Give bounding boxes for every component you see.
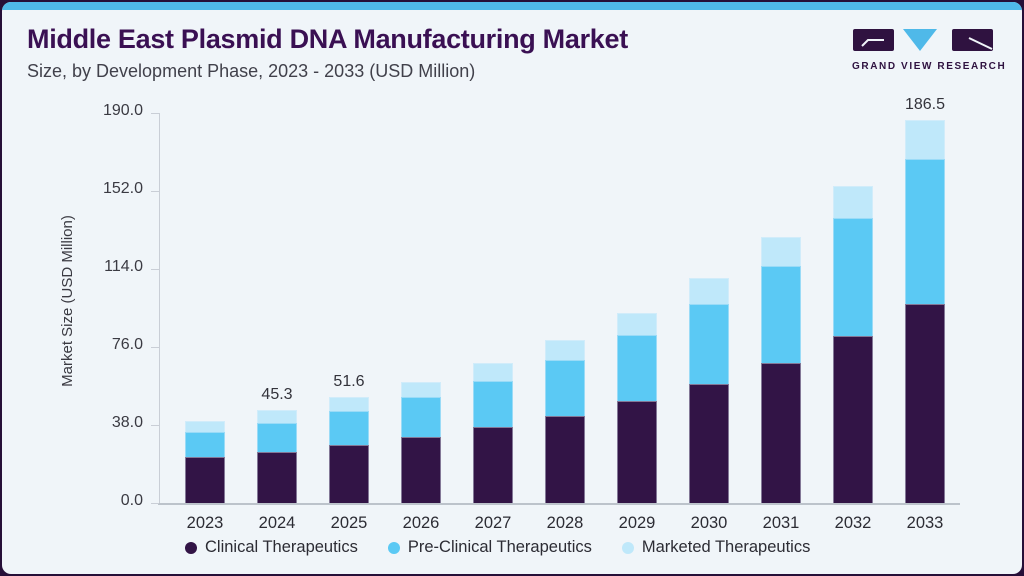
bar-2030: [689, 278, 729, 503]
bar-segment-marketed-therapeutics-2026: [401, 381, 441, 398]
y-axis-title: Market Size (USD Million): [59, 215, 76, 387]
gvr-logo: GRAND VIEW RESEARCH: [852, 29, 1007, 72]
bar-segment-clinical-therapeutics-2026: [401, 437, 441, 503]
bar-segment-marketed-therapeutics-2025: [329, 397, 369, 411]
bar-segment-marketed-therapeutics-2024: [257, 410, 297, 423]
bar-segment-pre-clinical-therapeutics-2027: [473, 380, 513, 428]
x-tick-label-2027: 2027: [474, 514, 512, 532]
plot-area: 0.0 38.0 76.0 114.0 152.0 190.0 2023 45.3 2024 51…: [103, 96, 960, 532]
bar-value-label-2024: 45.3: [261, 386, 293, 404]
legend-item-marketed-therapeutics: Marketed Therapeutics: [621, 538, 811, 557]
top-accent-bar: [2, 2, 1022, 10]
bar-segment-clinical-therapeutics-2027: [473, 427, 513, 503]
bar-segment-clinical-therapeutics-2024: [257, 452, 297, 503]
bar-segment-marketed-therapeutics-2027: [473, 363, 513, 381]
x-tick-label-2033: 2033: [906, 514, 944, 532]
bar-segment-pre-clinical-therapeutics-2023: [185, 431, 225, 458]
bar-segment-marketed-therapeutics-2029: [617, 312, 657, 335]
bar-segment-pre-clinical-therapeutics-2032: [833, 218, 873, 336]
page-subtitle: Size, by Development Phase, 2023 - 2033 …: [27, 61, 476, 81]
y-tick-label-76.0: 76.0: [111, 336, 143, 353]
legend-item-pre-clinical-therapeutics: Pre-Clinical Therapeutics: [387, 538, 592, 557]
x-tick-label-2030: 2030: [690, 514, 728, 532]
bar-segment-clinical-therapeutics-2023: [185, 457, 225, 503]
bar-segment-pre-clinical-therapeutics-2026: [401, 397, 441, 438]
y-tick-76.0: [151, 346, 159, 348]
bar-2023: [185, 420, 225, 503]
bar-2028: [545, 340, 585, 503]
x-tick-label-2023: 2023: [186, 514, 224, 532]
legend-swatch-clinical-therapeutics: [185, 541, 197, 554]
x-tick-label-2025: 2025: [330, 514, 368, 532]
y-tick-0.0: [151, 502, 159, 504]
bar-segment-clinical-therapeutics-2029: [617, 400, 657, 503]
y-tick-label-38.0: 38.0: [111, 414, 143, 431]
bar-segment-clinical-therapeutics-2025: [329, 445, 369, 503]
legend-swatch-marketed-therapeutics: [621, 541, 634, 554]
bar-2027: [473, 363, 513, 503]
bar-segment-clinical-therapeutics-2031: [761, 363, 801, 503]
y-tick-label-190.0: 190.0: [102, 102, 143, 119]
page-title: Middle East Plasmid DNA Manufacturing Ma…: [27, 24, 628, 54]
bar-segment-pre-clinical-therapeutics-2033: [905, 159, 945, 305]
bar-segment-clinical-therapeutics-2032: [833, 335, 873, 503]
bar-segment-marketed-therapeutics-2023: [185, 420, 225, 432]
bar-segment-marketed-therapeutics-2030: [689, 278, 729, 304]
y-tick-190.0: [151, 112, 159, 114]
legend-label-marketed-therapeutics: Marketed Therapeutics: [641, 538, 811, 556]
bar-segment-marketed-therapeutics-2033: [905, 120, 945, 159]
bar-segment-pre-clinical-therapeutics-2029: [617, 334, 657, 401]
y-tick-label-114.0: 114.0: [104, 258, 143, 275]
bar-segment-pre-clinical-therapeutics-2025: [329, 410, 369, 446]
x-tick-label-2024: 2024: [258, 514, 296, 532]
gvr-logo-icon: [853, 29, 993, 51]
x-tick-label-2031: 2031: [762, 514, 800, 532]
bar-2031: [761, 237, 801, 503]
x-tick-label-2026: 2026: [402, 514, 440, 532]
bar-2025: [329, 397, 369, 503]
bar-segment-clinical-therapeutics-2028: [545, 415, 585, 503]
bar-2029: [617, 312, 657, 503]
x-tick-label-2032: 2032: [834, 514, 872, 532]
bar-segment-marketed-therapeutics-2028: [545, 340, 585, 360]
bar-segment-pre-clinical-therapeutics-2024: [257, 422, 297, 453]
bar-segment-clinical-therapeutics-2030: [689, 384, 729, 503]
bar-segment-pre-clinical-therapeutics-2028: [545, 359, 585, 416]
x-tick-label-2029: 2029: [618, 514, 656, 532]
y-tick-label-0.0: 0.0: [120, 492, 143, 509]
bar-segment-pre-clinical-therapeutics-2030: [689, 303, 729, 385]
bar-segment-marketed-therapeutics-2032: [833, 185, 873, 219]
gvr-logo-text: GRAND VIEW RESEARCH: [852, 61, 1007, 72]
y-tick-38.0: [151, 424, 159, 426]
bar-2033: [905, 120, 945, 503]
bar-2026: [401, 381, 441, 503]
legend-label-pre-clinical-therapeutics: Pre-Clinical Therapeutics: [407, 538, 592, 556]
bar-value-label-2025: 51.6: [333, 373, 365, 391]
bar-2032: [833, 185, 873, 503]
legend-swatch-pre-clinical-therapeutics: [387, 541, 400, 554]
bar-segment-pre-clinical-therapeutics-2031: [761, 265, 801, 364]
x-axis-line: [158, 503, 960, 505]
legend: Clinical Therapeutics Pre-Clinical Therap…: [185, 538, 810, 557]
legend-label-clinical-therapeutics: Clinical Therapeutics: [205, 538, 358, 556]
legend-item-clinical-therapeutics: Clinical Therapeutics: [185, 538, 358, 557]
y-tick-152.0: [151, 190, 159, 192]
bar-segment-clinical-therapeutics-2033: [905, 304, 945, 503]
bar-2024: [257, 410, 297, 503]
x-tick-label-2028: 2028: [546, 514, 584, 532]
y-axis-line: [159, 113, 160, 503]
header: Middle East Plasmid DNA Manufacturing Ma…: [27, 24, 628, 82]
y-tick-label-152.0: 152.0: [102, 180, 143, 197]
bar-segment-marketed-therapeutics-2031: [761, 237, 801, 266]
bar-value-label-2033: 186.5: [904, 96, 946, 114]
y-tick-114.0: [151, 268, 159, 270]
